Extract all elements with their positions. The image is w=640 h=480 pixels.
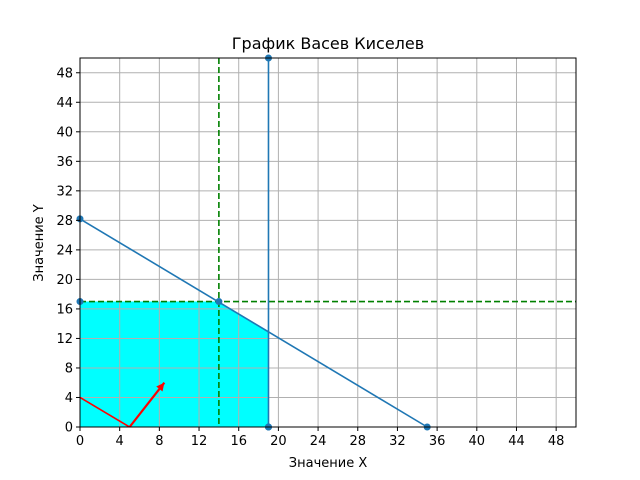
x-tick-label: 16 bbox=[230, 434, 247, 449]
x-tick-label: 48 bbox=[548, 434, 565, 449]
x-tick-label: 4 bbox=[116, 434, 124, 449]
constraint-line-1 bbox=[79, 218, 428, 428]
x-tick-label: 24 bbox=[310, 434, 327, 449]
grid-layer bbox=[79, 58, 576, 428]
x-tick-label: 44 bbox=[508, 434, 525, 449]
y-tick-label: 44 bbox=[56, 96, 73, 111]
y-tick-label: 28 bbox=[56, 214, 73, 229]
y-tick-label: 16 bbox=[56, 302, 73, 317]
y-tick-label: 24 bbox=[56, 243, 73, 258]
feasible-region bbox=[80, 301, 269, 427]
y-tick-label: 36 bbox=[56, 155, 73, 170]
x-tick-label: 32 bbox=[389, 434, 406, 449]
x-tick-label: 8 bbox=[155, 434, 163, 449]
x-tick-label: 0 bbox=[76, 434, 84, 449]
y-tick-label: 4 bbox=[65, 391, 73, 406]
x-tick-label: 36 bbox=[429, 434, 446, 449]
gradient-arrow-shaft bbox=[128, 382, 166, 428]
y-tick-label: 12 bbox=[56, 332, 73, 347]
y-tick-label: 20 bbox=[56, 273, 73, 288]
x-tick-label: 40 bbox=[469, 434, 486, 449]
axes-frame bbox=[79, 57, 577, 428]
tick-layer: 0 4 8 12 16 20 24 28 32 36 40 44 4804812162024283236… bbox=[56, 66, 564, 449]
gradient-arrow-head bbox=[156, 382, 165, 392]
y-tick-label: 48 bbox=[56, 66, 73, 81]
x-tick-label: 20 bbox=[270, 434, 287, 449]
x-tick-label: 12 bbox=[191, 434, 208, 449]
y-tick-label: 8 bbox=[65, 361, 73, 376]
y-axis-label: Значение Y bbox=[32, 204, 47, 282]
y-tick-label: 40 bbox=[56, 125, 73, 140]
x-tick-label: 28 bbox=[349, 434, 366, 449]
y-tick-label: 32 bbox=[56, 184, 73, 199]
objective-line bbox=[79, 396, 131, 428]
y-tick-label: 0 bbox=[65, 421, 73, 436]
feasible-region-layer bbox=[80, 301, 269, 427]
x-axis-label: Значение X bbox=[289, 456, 368, 471]
vertex-marker bbox=[215, 298, 223, 306]
chart-title: График Васев Киселев bbox=[232, 34, 424, 53]
